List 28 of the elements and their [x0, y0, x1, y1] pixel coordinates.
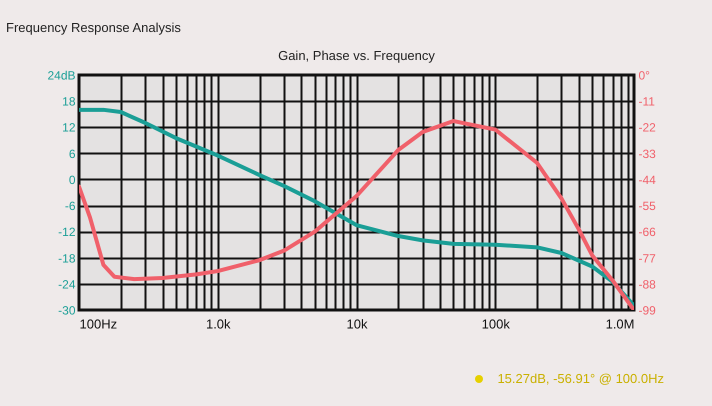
- y2-tick-label: -44: [638, 172, 656, 187]
- chart-title: Frequency Response Analysis: [6, 20, 181, 35]
- x-tick-label: 100Hz: [80, 316, 118, 332]
- x-tick-label: 1.0M: [606, 316, 634, 332]
- y2-tick-label: -88: [638, 277, 656, 292]
- y-tick-label: 12: [62, 120, 76, 135]
- y-tick-label: -18: [58, 251, 76, 266]
- y-tick-label: -30: [58, 304, 76, 318]
- y2-tick-label: 0°: [638, 68, 650, 82]
- text: 15.27dB, -56.91° @ 100.0Hz: [497, 371, 664, 386]
- y-tick-label: 6: [68, 146, 76, 161]
- y-tick-label: 0: [68, 172, 76, 187]
- y2-tick-label: -55: [638, 199, 656, 214]
- y2-tick-label: -22: [638, 120, 656, 135]
- chart-subtitle: Gain, Phase vs. Frequency: [278, 48, 436, 63]
- y-tick-label: -24: [58, 277, 76, 292]
- y2-tick-label: -99: [638, 304, 656, 318]
- y-tick-label: 24dB: [47, 68, 76, 82]
- y-tick-label: 18: [62, 94, 76, 109]
- x-tick-label: 100k: [482, 316, 510, 332]
- y2-tick-label: -11: [638, 94, 656, 109]
- y2-tick-label: -33: [638, 146, 656, 161]
- y-tick-label: -12: [58, 225, 76, 240]
- y2-tick-label: -77: [638, 251, 656, 266]
- x-tick-label: 10k: [346, 316, 368, 332]
- y-tick-label: -6: [64, 199, 76, 214]
- y2-tick-label: -66: [638, 225, 656, 240]
- x-tick-label: 1.0k: [206, 316, 232, 332]
